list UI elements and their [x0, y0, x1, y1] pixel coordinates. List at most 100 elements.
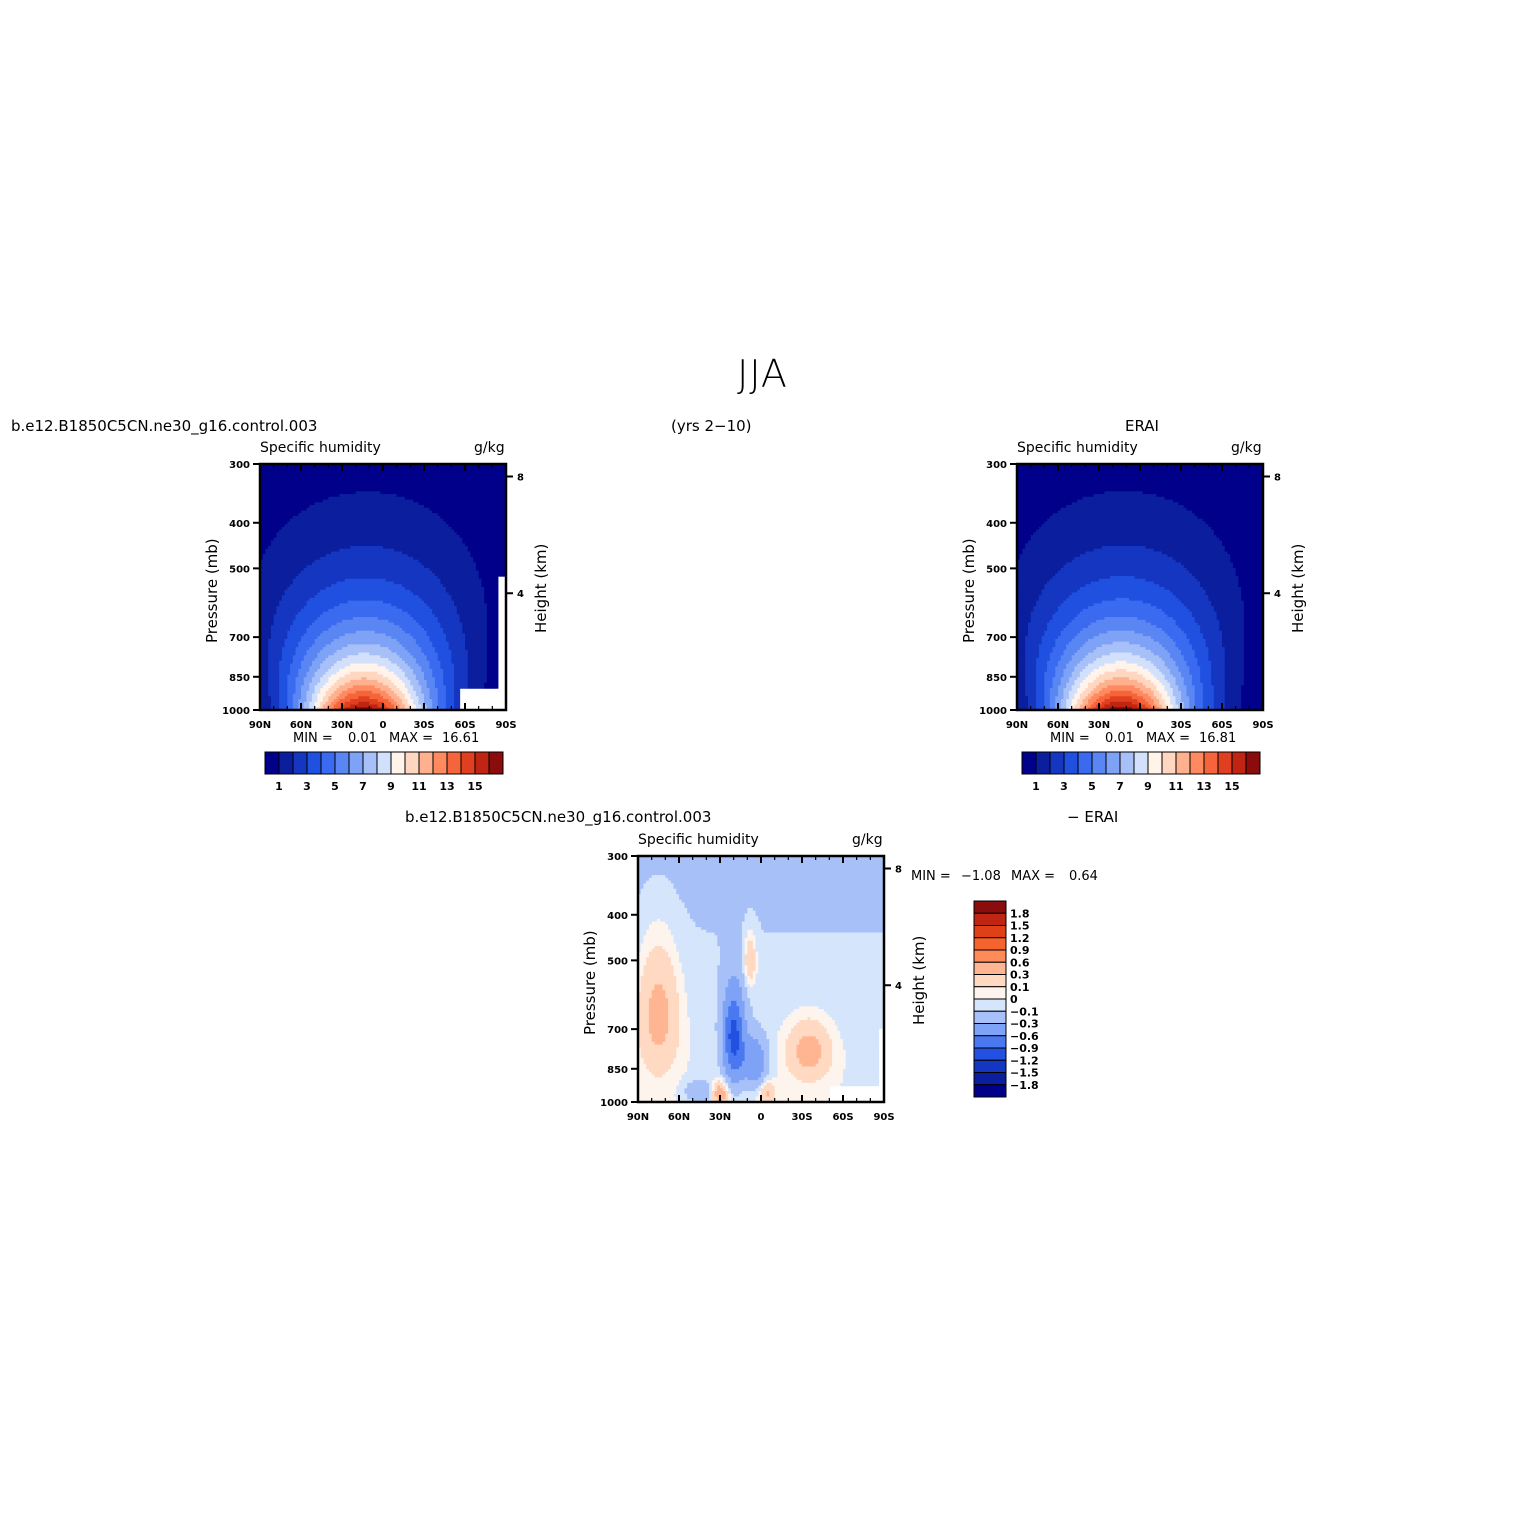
model-cell	[372, 518, 376, 522]
model-cell	[301, 513, 305, 517]
model-cell	[374, 587, 379, 591]
model-cell	[410, 554, 414, 558]
model-cell	[481, 469, 485, 473]
model-cell	[366, 584, 370, 588]
model-cell	[448, 496, 452, 501]
model-cell	[462, 469, 466, 473]
model-cell	[295, 537, 299, 542]
model-cell	[328, 554, 332, 558]
model-cell	[317, 570, 321, 574]
model-cell	[495, 611, 499, 615]
model-cell	[426, 464, 431, 468]
model-cell	[380, 488, 384, 492]
model-cell	[339, 472, 343, 476]
model-cell	[295, 554, 299, 558]
model-cell	[333, 488, 338, 492]
model-cell	[489, 576, 493, 580]
model-cell	[492, 611, 496, 615]
model-cell	[374, 537, 379, 542]
model-cell	[273, 608, 277, 613]
model-cell	[380, 592, 384, 596]
model-cell	[325, 477, 329, 481]
model-cell	[432, 483, 436, 487]
model-cell	[306, 466, 310, 471]
model-cell	[344, 562, 349, 566]
model-cell	[415, 565, 420, 569]
model-cell	[495, 464, 499, 468]
model-cell	[393, 477, 398, 481]
model-cell	[342, 578, 346, 583]
model-cell	[273, 526, 277, 531]
model-cell	[281, 496, 286, 501]
model-cell	[311, 570, 316, 574]
model-cell	[292, 608, 297, 613]
model-cell	[281, 483, 286, 487]
model-cell	[339, 485, 343, 490]
model-cell	[467, 524, 472, 528]
model-cell	[342, 529, 346, 533]
model-cell	[284, 515, 288, 520]
model-cell	[399, 548, 403, 553]
model-cell	[424, 472, 428, 476]
model-cell	[328, 559, 332, 563]
model-cell	[391, 524, 395, 528]
model-cell	[374, 600, 379, 604]
model-cell	[486, 597, 491, 602]
model-cell	[363, 488, 368, 492]
model-cell	[358, 576, 362, 580]
model-cell	[306, 578, 310, 583]
model-cell	[270, 513, 275, 517]
model-cell	[396, 505, 400, 509]
model-cell	[380, 518, 384, 522]
model-cell	[355, 576, 359, 580]
model-cell	[363, 540, 368, 544]
model-cell	[426, 524, 431, 528]
model-cell	[437, 611, 441, 615]
model-cell	[347, 565, 351, 569]
model-cell	[383, 606, 387, 610]
model-cell	[309, 573, 313, 577]
model-cell	[301, 554, 305, 558]
model-cell	[467, 587, 472, 591]
model-cell	[478, 537, 482, 542]
model-cell	[429, 587, 433, 591]
model-cell	[470, 526, 474, 531]
model-cell	[298, 595, 302, 599]
model-cell	[481, 532, 485, 536]
model-cell	[391, 597, 395, 602]
model-cell	[467, 603, 472, 607]
model-cell	[407, 524, 411, 528]
model-cell	[355, 496, 359, 501]
model-cell	[279, 587, 283, 591]
model-cell	[317, 567, 321, 572]
model-cell	[333, 556, 338, 561]
model-cell	[413, 606, 417, 610]
model-cell	[366, 485, 370, 490]
model-cell	[265, 606, 269, 610]
model-cell	[317, 474, 321, 479]
model-cell	[270, 548, 275, 553]
model-cell	[434, 518, 439, 522]
model-cell	[492, 543, 496, 547]
model-cell	[424, 584, 428, 588]
model-cell	[347, 472, 351, 476]
model-cell	[292, 537, 297, 542]
model-cell	[473, 535, 477, 539]
model-cell	[462, 483, 466, 487]
model-cell	[358, 464, 362, 468]
model-cell	[481, 584, 485, 588]
model-cell	[459, 524, 463, 528]
model-cell	[281, 515, 286, 520]
model-cell	[484, 505, 488, 509]
model-cell	[421, 499, 425, 503]
model-cell	[358, 567, 362, 572]
model-cell	[268, 532, 272, 536]
model-cell	[270, 556, 275, 561]
model-cell	[374, 483, 379, 487]
model-cell	[369, 524, 373, 528]
model-cell	[404, 537, 409, 542]
model-cell	[276, 567, 280, 572]
model-cell	[352, 529, 357, 533]
model-cell	[290, 510, 294, 514]
model-cell	[298, 567, 302, 572]
